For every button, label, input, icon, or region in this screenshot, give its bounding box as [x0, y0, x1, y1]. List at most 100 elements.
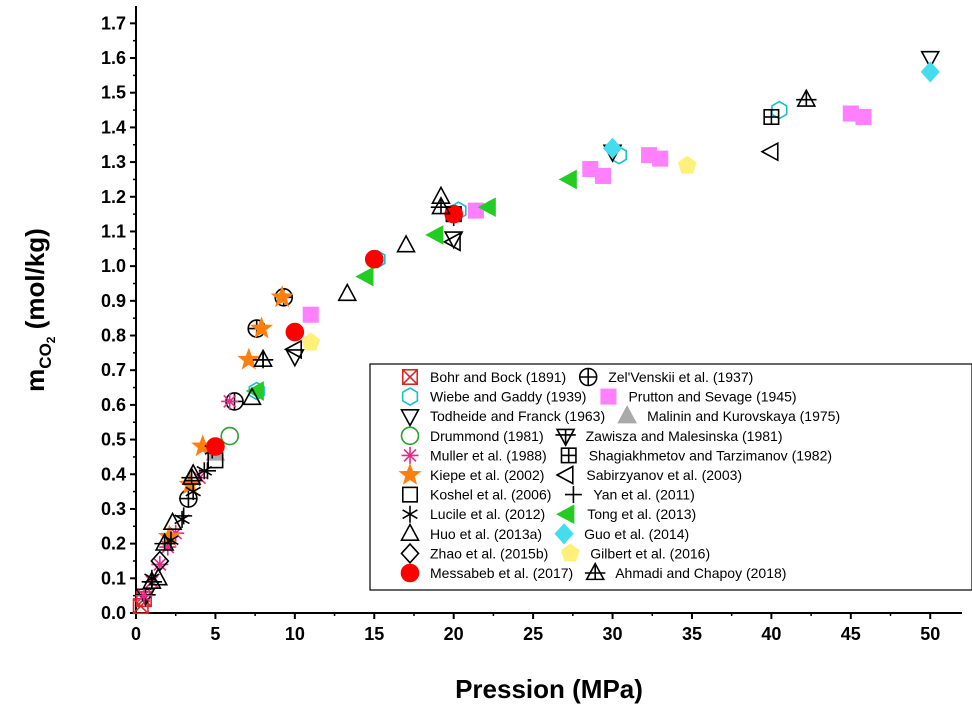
- legend: Bohr and Bock (1891) Zel'Venskii et al. (…: [369, 363, 972, 591]
- legend-label: Prutton and Sevage (1945): [628, 389, 796, 405]
- data-point-series-10: [237, 347, 261, 370]
- x-tick-label: 10: [285, 624, 305, 644]
- data-point-series-21: [252, 348, 274, 367]
- legend-label: Todheide and Franck (1963): [430, 408, 605, 424]
- x-tick-label: 0: [131, 624, 141, 644]
- data-point-series-9: [763, 108, 780, 126]
- legend-marker: [560, 447, 577, 464]
- legend-label: Lucile et al. (2012): [430, 506, 545, 522]
- x-tick-label: 20: [444, 624, 464, 644]
- legend-box: [369, 363, 972, 591]
- legend-marker: [398, 462, 422, 485]
- legend-label: Bohr and Bock (1891): [430, 369, 566, 385]
- legend-label: Yan et al. (2011): [593, 487, 694, 503]
- data-point-series-15: [558, 169, 577, 190]
- x-tick-label: 15: [364, 624, 384, 644]
- data-point-series-15: [355, 266, 374, 287]
- y-tick-label: 1.3: [101, 152, 126, 172]
- data-point-series-3: [594, 167, 612, 184]
- x-tick-labels: 0 5 10 15 20 25 30 35 40 45 50: [131, 624, 940, 644]
- x-tick-label: 50: [920, 624, 940, 644]
- data-point-series-3: [855, 108, 872, 126]
- data-point-series-17: [602, 137, 623, 159]
- data-point-series-6: [220, 426, 240, 446]
- legend-label: Guo et al. (2014): [584, 526, 689, 542]
- legend-label: Sabirzyanov et al. (2003): [586, 467, 742, 483]
- data-point-series-21: [154, 532, 175, 551]
- legend-marker: [400, 563, 420, 583]
- legend-marker: [402, 505, 418, 523]
- legend-label: Malinin and Kurovskaya (1975): [647, 408, 840, 424]
- legend-marker: [617, 405, 637, 424]
- data-point-series-15: [245, 381, 264, 401]
- legend-label: Muller et al. (1988): [430, 447, 547, 463]
- legend-marker: [400, 426, 420, 446]
- legend-marker: [401, 368, 419, 386]
- legend-label: Shagiakhmetov and Tarzimanov (1982): [589, 447, 832, 463]
- y-tick-label: 1.0: [101, 256, 126, 276]
- data-point-series-8: [135, 587, 153, 605]
- data-point-series-3: [652, 150, 669, 167]
- legend-label: Wiebe and Gaddy (1939): [430, 389, 586, 405]
- data-point-series-19: [301, 332, 321, 351]
- y-tick-labels: 0.0 0.1 0.2 0.3 0.4 0.5 0.6 0.7 0.8 0.9 1.0 1.1 1.2 1…: [101, 13, 126, 623]
- legend-label: Koshel et al. (2006): [430, 487, 551, 503]
- legend-marker: [560, 543, 580, 562]
- data-markers: [132, 50, 941, 615]
- x-tick-label: 30: [603, 624, 623, 644]
- data-point-series-14: [185, 483, 201, 501]
- x-tick-label: 45: [841, 624, 861, 644]
- y-tick-label: 1.7: [101, 13, 126, 33]
- data-point-series-14: [174, 510, 190, 528]
- y-axis-title-main: m: [20, 369, 50, 392]
- y-tick-label: 0.1: [101, 568, 126, 588]
- y-tick-label: 0.3: [101, 499, 126, 519]
- data-point-series-15: [425, 225, 444, 245]
- legend-marker: [555, 428, 576, 447]
- x-axis-title: Pression (MPa): [455, 674, 643, 704]
- data-point-series-21: [430, 196, 452, 215]
- x-tick-label: 40: [761, 624, 781, 644]
- legend-marker: [578, 367, 598, 387]
- data-point-series-4: [920, 50, 941, 70]
- data-point-series-13: [198, 462, 216, 480]
- legend-marker: [401, 486, 419, 503]
- data-point-series-11: [442, 232, 461, 252]
- legend-marker: [564, 486, 582, 504]
- x-ticks: [135, 613, 932, 619]
- x-tick-label: 25: [523, 624, 543, 644]
- legend-marker: [555, 465, 574, 485]
- data-point-series-14: [196, 462, 213, 480]
- data-point-series-10: [250, 316, 273, 339]
- x-tick-label: 35: [682, 624, 702, 644]
- y-axis-title-subsub: 2: [44, 336, 58, 343]
- y-tick-label: 0.2: [101, 534, 126, 554]
- y-tick-label: 1.4: [101, 117, 126, 137]
- y-tick-label: 1.2: [101, 187, 126, 207]
- y-tick-label: 0.8: [101, 326, 126, 346]
- legend-label: Zel'Venskii et al. (1937): [608, 369, 753, 385]
- legend-label: Tong et al. (2013): [587, 506, 696, 522]
- legend-label: Kiepe et al. (2002): [430, 467, 544, 483]
- legend-label: Zhao et al. (2015b): [430, 545, 548, 561]
- legend-marker: [400, 409, 420, 428]
- data-point-series-11: [283, 339, 303, 360]
- y-tick-label: 0.7: [101, 360, 126, 380]
- data-point-series-16: [242, 386, 262, 406]
- legend-label: Gilbert et al. (2016): [590, 545, 710, 561]
- data-point-series-3: [302, 306, 319, 323]
- legend-marker: [400, 522, 420, 541]
- data-point-series-16: [162, 511, 183, 530]
- data-point-series-17: [920, 61, 940, 83]
- legend-marker: [554, 523, 574, 545]
- legend-label: Huo et al. (2013a): [430, 526, 542, 542]
- y-tick-label: 0.6: [101, 395, 126, 415]
- legend-label: Ahmadi and Chapoy (2018): [615, 565, 786, 581]
- legend-label: Drummond (1981): [430, 428, 544, 444]
- legend-label: Messabeb et al. (2017): [430, 565, 573, 581]
- y-tick-label: 0.5: [101, 430, 126, 450]
- data-point-series-20: [285, 322, 305, 342]
- data-point-series-19: [677, 155, 697, 174]
- y-tick-label: 1.5: [101, 83, 126, 103]
